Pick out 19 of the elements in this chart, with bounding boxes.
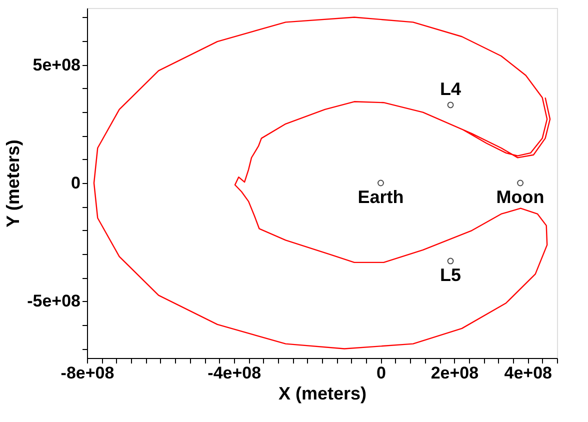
x-tick-label: 4e+08 [504, 364, 552, 382]
line-series [93, 16, 551, 350]
x-tick-label: 0 [376, 364, 386, 382]
x-tick-label: 2e+08 [430, 364, 479, 382]
point [447, 102, 454, 108]
point [517, 180, 524, 186]
y-axis-title: Y (meters) [3, 140, 24, 228]
series-label: L5 [440, 265, 462, 286]
series-label: Earth [358, 187, 404, 207]
y-tick-label: -5e+08 [27, 292, 80, 311]
x-tick-label: -4e+08 [208, 364, 262, 382]
x-axis-title: X (meters) [278, 384, 367, 404]
point [378, 180, 384, 186]
point [447, 258, 454, 264]
series-label: L4 [440, 78, 462, 99]
series-label: Moon [496, 187, 544, 207]
y-tick-label: 5e+08 [32, 55, 80, 74]
x-tick-label: -8e+08 [60, 364, 114, 382]
y-tick-label: 0 [71, 174, 80, 192]
